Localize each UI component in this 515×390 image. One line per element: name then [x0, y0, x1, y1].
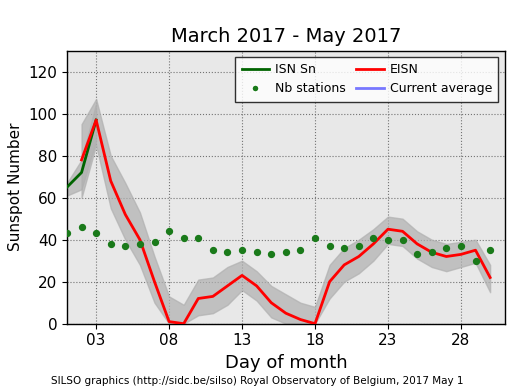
Point — [136, 241, 144, 247]
Y-axis label: Sunspot Number: Sunspot Number — [8, 123, 23, 252]
Point — [457, 243, 465, 249]
Point — [224, 249, 232, 255]
Point — [399, 237, 407, 243]
Point — [165, 228, 173, 234]
Point — [150, 239, 159, 245]
Point — [442, 245, 451, 251]
Point — [63, 230, 71, 236]
Point — [427, 249, 436, 255]
Point — [77, 224, 85, 230]
Point — [369, 234, 377, 241]
Point — [282, 249, 290, 255]
Point — [486, 247, 494, 254]
Point — [209, 247, 217, 254]
Point — [252, 249, 261, 255]
Point — [107, 241, 115, 247]
X-axis label: Day of month: Day of month — [225, 354, 347, 372]
Point — [384, 237, 392, 243]
Point — [325, 243, 334, 249]
Point — [121, 243, 129, 249]
Title: March 2017 - May 2017: March 2017 - May 2017 — [170, 27, 401, 46]
Text: SILSO graphics (http://sidc.be/silso) Royal Observatory of Belgium, 2017 May 1: SILSO graphics (http://sidc.be/silso) Ro… — [52, 376, 464, 386]
Point — [413, 251, 421, 257]
Point — [267, 251, 276, 257]
Point — [296, 247, 304, 254]
Legend: ISN Sn, Nb stations, EISN, Current average: ISN Sn, Nb stations, EISN, Current avera… — [235, 57, 499, 102]
Point — [194, 234, 202, 241]
Point — [311, 234, 319, 241]
Point — [340, 245, 348, 251]
Point — [92, 230, 100, 236]
Point — [355, 243, 363, 249]
Point — [471, 257, 479, 264]
Point — [180, 234, 188, 241]
Point — [238, 247, 246, 254]
